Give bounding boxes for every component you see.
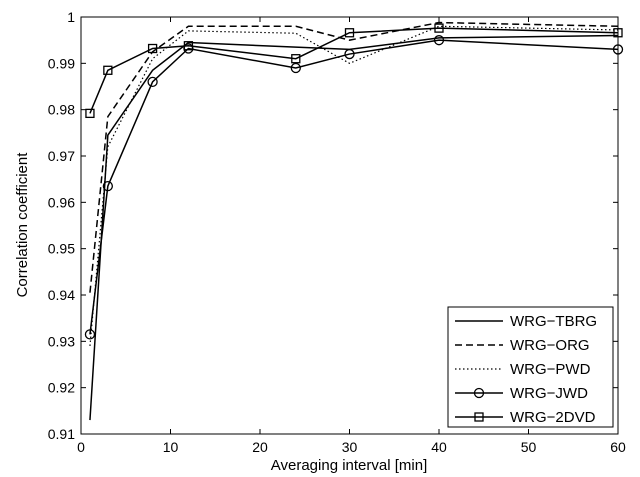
y-axis-label: Correlation coefficient <box>14 152 31 298</box>
x-tick-label: 20 <box>252 439 268 455</box>
axis-ticks <box>80 16 619 435</box>
y-tick-label: 0.96 <box>48 194 75 210</box>
y-tick-label: 0.97 <box>48 148 75 164</box>
series-line <box>89 27 619 114</box>
data-point <box>344 48 355 60</box>
y-tick-label: 0.91 <box>48 426 75 442</box>
data-point <box>147 76 158 88</box>
x-tick-label: 10 <box>163 439 179 455</box>
series-wrg-org <box>89 21 619 293</box>
data-point <box>291 54 301 64</box>
legend-label: WRG−2DVD <box>510 409 596 426</box>
data-point <box>102 180 113 192</box>
series-layer <box>84 21 624 421</box>
data-point <box>84 329 96 340</box>
y-tick-label: 0.98 <box>48 102 75 118</box>
series-line <box>89 39 619 335</box>
y-tick-label: 0.99 <box>48 55 75 71</box>
x-tick-labels: 0 10 20 30 40 50 60 <box>77 439 626 455</box>
series-line <box>89 21 619 293</box>
x-tick-label: 0 <box>77 439 85 455</box>
legend-label: WRG−ORG <box>510 337 590 354</box>
legend-entry: WRG−JWD <box>455 385 588 402</box>
data-point <box>344 28 355 38</box>
x-tick-label: 30 <box>342 439 358 455</box>
legend-marker <box>474 412 484 422</box>
series-line <box>89 34 619 421</box>
data-point <box>612 44 624 55</box>
legend-label: WRG−JWD <box>510 385 588 402</box>
data-point <box>613 28 623 38</box>
x-tick-label: 40 <box>431 439 447 455</box>
y-tick-label: 1 <box>67 9 75 25</box>
legend-entry: WRG−TBRG <box>455 313 597 330</box>
legend-label: WRG−TBRG <box>510 313 597 330</box>
series-line <box>89 25 619 347</box>
y-tick-label: 0.92 <box>48 380 75 396</box>
y-tick-label: 0.94 <box>48 287 75 303</box>
x-axis-label: Averaging interval [min] <box>271 457 427 474</box>
y-tick-label: 0.93 <box>48 333 75 349</box>
data-point <box>103 65 113 75</box>
y-tick-label: 0.95 <box>48 241 75 257</box>
legend-box <box>447 306 614 428</box>
legend-entry: WRG−ORG <box>455 337 590 354</box>
legend-marker <box>473 387 485 399</box>
legend: WRG−TBRG WRG−ORG WRG−PWD WRG−JWD WRG−2DVD <box>447 306 614 428</box>
data-point <box>290 62 301 74</box>
legend-entry: WRG−2DVD <box>455 409 596 426</box>
series-wrg-tbrg <box>89 34 619 421</box>
series-wrg-2dvd <box>85 23 623 119</box>
x-tick-label: 50 <box>521 439 537 455</box>
data-point <box>183 41 194 51</box>
y-tick-labels: 0.91 0.92 0.93 0.94 0.95 0.96 0.97 0.98 0.99 1 <box>48 9 75 442</box>
data-point <box>85 108 95 119</box>
data-point <box>434 23 444 33</box>
data-point <box>147 43 158 54</box>
x-tick-label: 60 <box>610 439 626 455</box>
legend-label: WRG−PWD <box>510 361 591 378</box>
legend-entry: WRG−PWD <box>455 361 591 378</box>
series-wrg-pwd <box>89 25 619 347</box>
data-point <box>433 35 445 46</box>
